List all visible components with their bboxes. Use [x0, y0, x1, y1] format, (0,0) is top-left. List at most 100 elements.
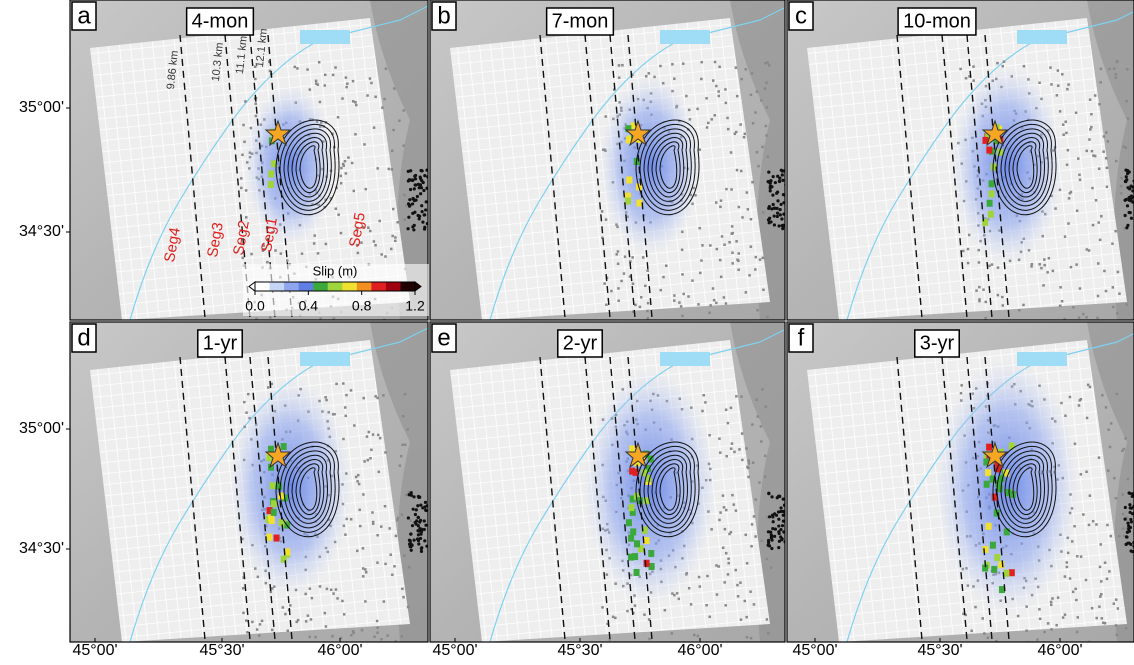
- aftershock: [725, 302, 728, 305]
- aftershock: [332, 74, 335, 77]
- aftershock: [631, 256, 634, 259]
- seismicity: [425, 200, 428, 203]
- aftershock: [280, 252, 283, 255]
- aftershock: [682, 62, 685, 65]
- aftershock: [725, 552, 728, 555]
- aftershock: [401, 635, 404, 638]
- aftershock: [709, 304, 712, 307]
- aftershock: [362, 493, 365, 496]
- colorbar-tick-label: 0.0: [245, 298, 265, 314]
- aftershock: [1085, 150, 1088, 153]
- slip-patch: [271, 509, 277, 516]
- aftershock: [746, 191, 749, 194]
- seismicity: [417, 495, 420, 498]
- aftershock: [324, 84, 327, 87]
- lon-tick-label: 46°00': [317, 642, 362, 659]
- aftershock: [725, 509, 728, 512]
- aftershock: [1085, 471, 1088, 474]
- aftershock: [1064, 575, 1067, 578]
- slip-patch: [281, 443, 287, 450]
- aftershock: [753, 515, 756, 518]
- aftershock: [756, 309, 759, 312]
- aftershock: [1118, 535, 1121, 538]
- aftershock: [337, 116, 340, 119]
- aftershock: [762, 257, 765, 260]
- aftershock: [390, 248, 393, 251]
- seismicity: [420, 528, 423, 531]
- seismicity: [411, 524, 414, 527]
- aftershock: [1109, 446, 1112, 449]
- aftershock: [1099, 595, 1102, 598]
- aftershock: [242, 612, 245, 615]
- aftershock: [1095, 617, 1098, 620]
- aftershock: [374, 244, 377, 247]
- seismicity: [1128, 503, 1131, 506]
- aftershock: [1069, 396, 1072, 399]
- lon-tick-label: 45°00': [432, 642, 477, 659]
- aftershock: [254, 78, 257, 81]
- aftershock: [671, 63, 674, 66]
- aftershock: [753, 603, 756, 606]
- aftershock: [688, 587, 691, 590]
- seismicity: [1131, 495, 1134, 498]
- aftershock: [617, 300, 620, 303]
- aftershock: [357, 252, 360, 255]
- aftershock: [325, 243, 328, 246]
- time-label: 3-yr: [920, 332, 955, 354]
- seismicity: [412, 495, 415, 498]
- aftershock: [304, 593, 307, 596]
- aftershock: [370, 82, 373, 85]
- aftershock: [324, 74, 327, 77]
- aftershock: [1042, 284, 1045, 287]
- aftershock: [720, 199, 723, 202]
- aftershock: [401, 514, 404, 517]
- aftershock: [1065, 132, 1068, 135]
- aftershock: [1120, 177, 1123, 180]
- aftershock: [369, 77, 372, 80]
- aftershock: [1072, 306, 1075, 309]
- seismicity: [767, 171, 770, 174]
- aftershock: [749, 590, 752, 593]
- seismicity: [423, 528, 426, 531]
- aftershock: [621, 64, 624, 67]
- aftershock: [972, 79, 975, 82]
- seismicity: [769, 189, 772, 192]
- aftershock: [623, 272, 626, 275]
- seismicity: [781, 524, 784, 527]
- aftershock: [718, 66, 721, 69]
- seismicity: [417, 524, 420, 527]
- aftershock: [754, 268, 757, 271]
- aftershock: [647, 302, 650, 305]
- seismicity: [416, 537, 419, 540]
- aftershock: [1100, 593, 1103, 596]
- aftershock: [673, 299, 676, 302]
- seismicity: [1128, 198, 1131, 201]
- aftershock: [700, 78, 703, 81]
- aftershock: [1100, 215, 1103, 218]
- aftershock: [712, 79, 715, 82]
- aftershock: [1087, 384, 1090, 387]
- aftershock: [745, 291, 748, 294]
- aftershock: [744, 68, 747, 71]
- aftershock: [1113, 477, 1116, 480]
- aftershock: [1089, 386, 1092, 388]
- aftershock: [970, 630, 973, 633]
- aftershock: [1072, 591, 1075, 594]
- aftershock: [984, 317, 987, 320]
- aftershock: [1077, 616, 1080, 619]
- aftershock: [318, 61, 321, 64]
- aftershock: [1092, 224, 1095, 227]
- aftershock: [378, 220, 381, 223]
- aftershock: [770, 566, 773, 569]
- aftershock: [733, 451, 736, 454]
- aftershock: [1031, 263, 1034, 266]
- aftershock: [701, 410, 704, 413]
- lon-tick-label: 46°00': [1037, 642, 1082, 659]
- time-label: 4-mon: [192, 10, 249, 32]
- aftershock: [1115, 624, 1118, 627]
- aftershock: [1076, 555, 1079, 558]
